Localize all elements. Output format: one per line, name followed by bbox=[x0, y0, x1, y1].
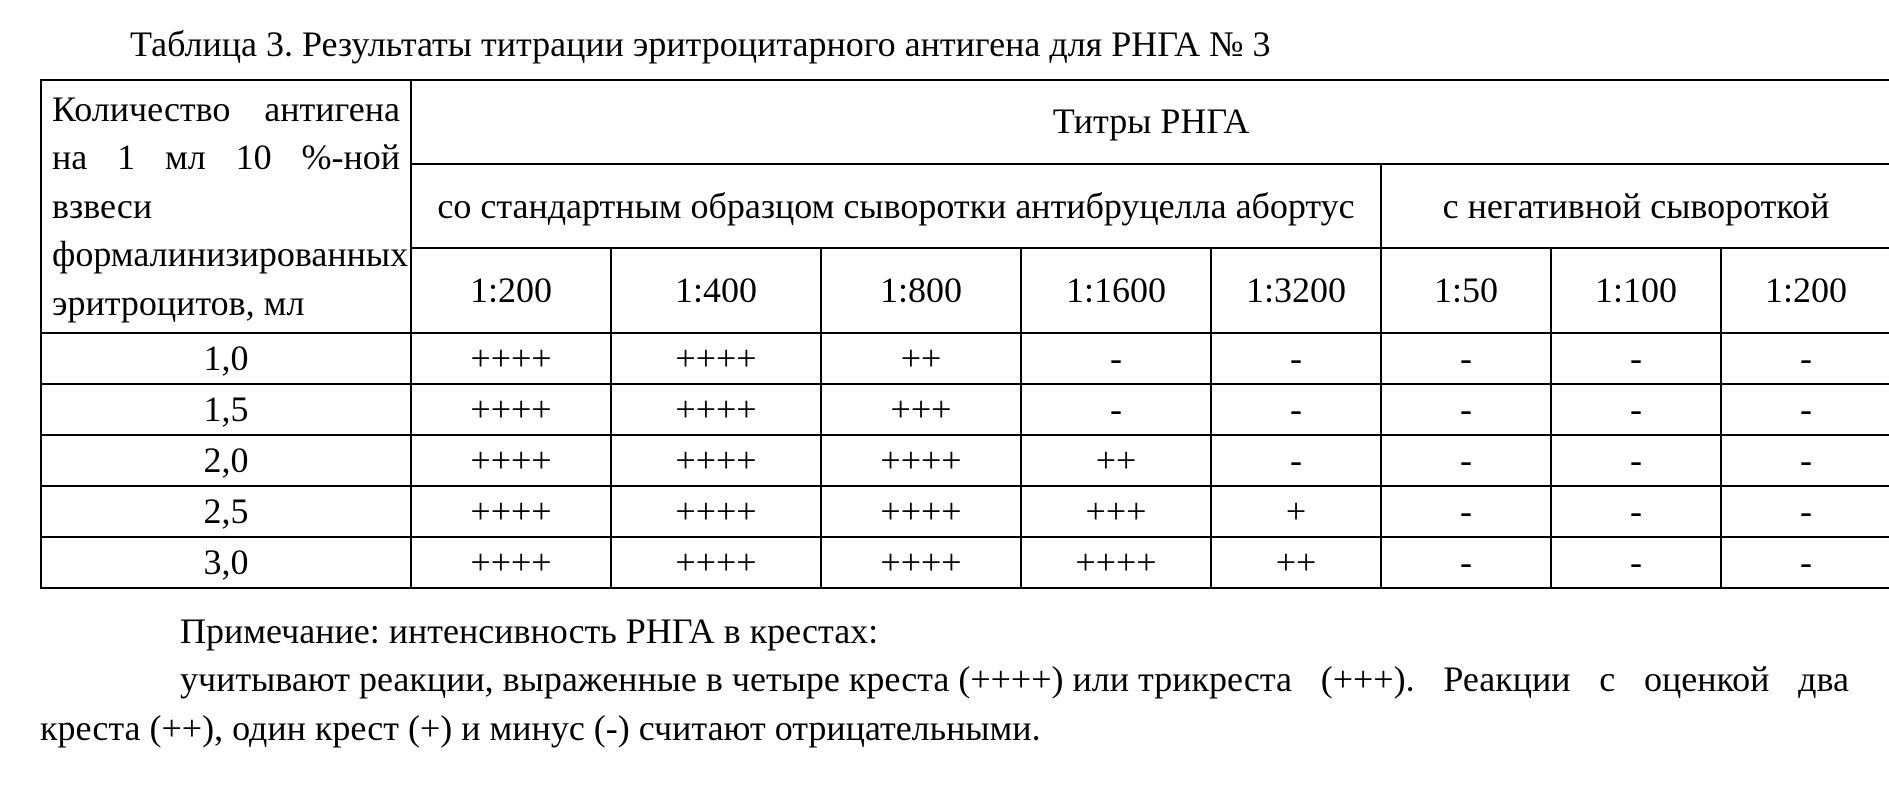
table-body: 1,0 ++++ ++++ ++ - - - - - 1,5 ++++ ++++… bbox=[41, 333, 1889, 588]
cell: - bbox=[1551, 486, 1721, 537]
col-header-negative: с негативной сывороткой bbox=[1381, 164, 1889, 248]
cell: - bbox=[1721, 384, 1889, 435]
cell: +++ bbox=[1021, 486, 1211, 537]
table-row: 1,5 ++++ ++++ +++ - - - - - bbox=[41, 384, 1889, 435]
table-head: Количество антигена на 1 мл 10 %-ной взв… bbox=[41, 80, 1889, 333]
cell: - bbox=[1551, 384, 1721, 435]
cell: - bbox=[1381, 333, 1551, 384]
cell: - bbox=[1551, 333, 1721, 384]
footnote-body-first: учитывают реакции, выраженные в четыре к… bbox=[40, 655, 1191, 704]
cell: ++++ bbox=[411, 435, 611, 486]
cell: ++ bbox=[1211, 537, 1381, 588]
cell: ++++ bbox=[611, 486, 821, 537]
col-header-standard: со стандартным образцом сыворотки антибр… bbox=[411, 164, 1381, 248]
col-header-neg-0: 1:50 bbox=[1381, 248, 1551, 332]
cell: - bbox=[1381, 486, 1551, 537]
col-header-amount: Количество антигена на 1 мл 10 %-ной взв… bbox=[41, 80, 411, 333]
table-row: 1,0 ++++ ++++ ++ - - - - - bbox=[41, 333, 1889, 384]
table-caption: Таблица 3. Результаты титрации эритроцит… bbox=[130, 20, 1849, 69]
col-header-neg-2: 1:200 bbox=[1721, 248, 1889, 332]
cell: ++++ bbox=[821, 435, 1021, 486]
cell: ++++ bbox=[411, 486, 611, 537]
col-header-neg-1: 1:100 bbox=[1551, 248, 1721, 332]
cell-amount: 1,5 bbox=[41, 384, 411, 435]
cell: - bbox=[1381, 384, 1551, 435]
footnote: Примечание: интенсивность РНГА в крестах… bbox=[40, 607, 1849, 753]
cell: - bbox=[1551, 435, 1721, 486]
cell: +++ bbox=[821, 384, 1021, 435]
cell-amount: 1,0 bbox=[41, 333, 411, 384]
footnote-heading: Примечание: интенсивность РНГА в крестах… bbox=[180, 607, 1849, 656]
cell: - bbox=[1021, 384, 1211, 435]
cell: - bbox=[1721, 435, 1889, 486]
col-header-std-2: 1:800 bbox=[821, 248, 1021, 332]
cell-amount: 2,5 bbox=[41, 486, 411, 537]
cell: - bbox=[1381, 435, 1551, 486]
col-header-std-3: 1:1600 bbox=[1021, 248, 1211, 332]
col-header-std-4: 1:3200 bbox=[1211, 248, 1381, 332]
cell: ++ bbox=[1021, 435, 1211, 486]
cell: - bbox=[1021, 333, 1211, 384]
cell: ++++ bbox=[611, 384, 821, 435]
cell: ++++ bbox=[411, 537, 611, 588]
table-row: 2,0 ++++ ++++ ++++ ++ - - - - bbox=[41, 435, 1889, 486]
cell: - bbox=[1211, 333, 1381, 384]
cell: ++++ bbox=[821, 537, 1021, 588]
col-header-titres: Титры РНГА bbox=[411, 80, 1889, 164]
cell: - bbox=[1721, 486, 1889, 537]
cell-amount: 3,0 bbox=[41, 537, 411, 588]
cell: ++++ bbox=[611, 537, 821, 588]
col-header-std-1: 1:400 bbox=[611, 248, 821, 332]
col-header-std-0: 1:200 bbox=[411, 248, 611, 332]
cell: ++++ bbox=[1021, 537, 1211, 588]
cell: ++ bbox=[821, 333, 1021, 384]
cell: - bbox=[1551, 537, 1721, 588]
table-row: 2,5 ++++ ++++ ++++ +++ + - - - bbox=[41, 486, 1889, 537]
table-row: 3,0 ++++ ++++ ++++ ++++ ++ - - - bbox=[41, 537, 1889, 588]
cell-amount: 2,0 bbox=[41, 435, 411, 486]
cell: + bbox=[1211, 486, 1381, 537]
cell: ++++ bbox=[821, 486, 1021, 537]
cell: - bbox=[1721, 333, 1889, 384]
cell: ++++ bbox=[411, 384, 611, 435]
cell: - bbox=[1721, 537, 1889, 588]
footnote-body: учитывают реакции, выраженные в четыре к… bbox=[40, 655, 1849, 752]
cell: ++++ bbox=[611, 435, 821, 486]
document-page: Таблица 3. Результаты титрации эритроцит… bbox=[0, 0, 1889, 792]
cell: - bbox=[1211, 384, 1381, 435]
cell: - bbox=[1211, 435, 1381, 486]
cell: ++++ bbox=[611, 333, 821, 384]
table-head-row-1: Количество антигена на 1 мл 10 %-ной взв… bbox=[41, 80, 1889, 164]
titration-table: Количество антигена на 1 мл 10 %-ной взв… bbox=[40, 79, 1889, 589]
cell: ++++ bbox=[411, 333, 611, 384]
cell: - bbox=[1381, 537, 1551, 588]
